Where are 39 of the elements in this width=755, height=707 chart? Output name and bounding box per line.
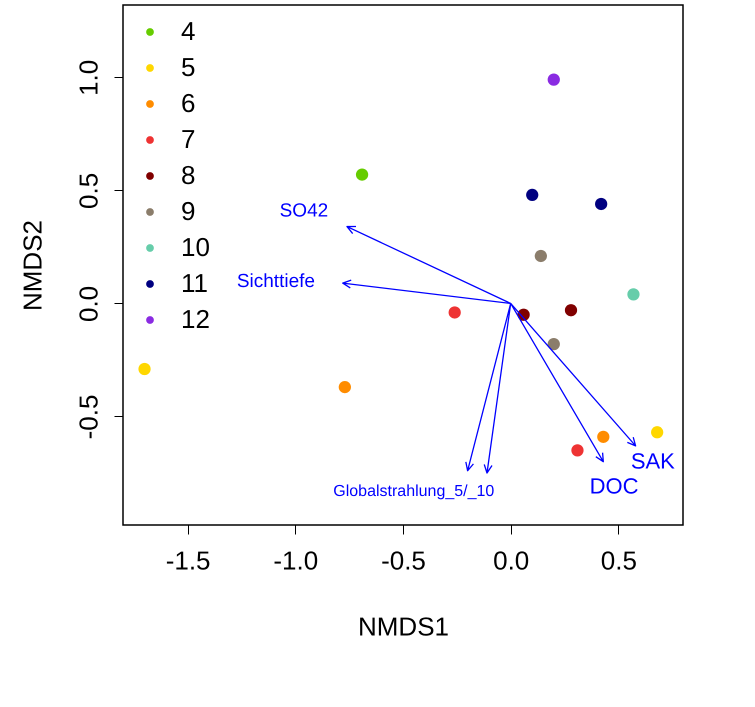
- x-tick-label: -0.5: [381, 546, 426, 576]
- y-tick-label: 0.0: [74, 286, 104, 322]
- point: [548, 338, 560, 350]
- legend-label: 5: [181, 52, 196, 82]
- point: [564, 304, 578, 316]
- point: [595, 198, 608, 210]
- x-tick-label: -1.5: [166, 546, 211, 576]
- point: [338, 380, 351, 394]
- legend-label: 7: [181, 124, 196, 154]
- point: [526, 188, 538, 202]
- annotation: DOC: [590, 474, 639, 499]
- point: [597, 430, 610, 443]
- point: [448, 306, 461, 319]
- legend-label: 10: [181, 232, 210, 262]
- annotation: Sichttiefe: [236, 270, 315, 292]
- y-axis-title: NMDS2: [18, 220, 48, 312]
- x-tick-label: -1.0: [273, 546, 318, 576]
- legend-label: 4: [181, 16, 196, 46]
- y-tick-label: 1.0: [74, 60, 104, 96]
- point: [651, 426, 664, 438]
- legend-label: 8: [181, 160, 196, 190]
- y-tick-label: 0.5: [74, 172, 104, 209]
- point: [571, 444, 584, 457]
- x-axis-title: NMDS1: [358, 612, 450, 642]
- legend-label: 9: [181, 196, 196, 226]
- x-tick-label: 0.5: [600, 546, 637, 576]
- annotation: SO42: [280, 200, 328, 222]
- y-tick-label: -0.5: [74, 394, 104, 440]
- x-tick-label: 0.0: [493, 546, 530, 576]
- annotation: Globalstrahlung_5/_10: [333, 483, 494, 500]
- legend-label: 6: [181, 88, 196, 118]
- point: [138, 362, 151, 376]
- point: [356, 168, 368, 181]
- legend-label: 11: [181, 268, 208, 298]
- annotation: SAK: [630, 448, 676, 474]
- point: [548, 73, 560, 86]
- point: [534, 250, 547, 262]
- legend-label: 12: [181, 304, 210, 334]
- point: [627, 288, 640, 301]
